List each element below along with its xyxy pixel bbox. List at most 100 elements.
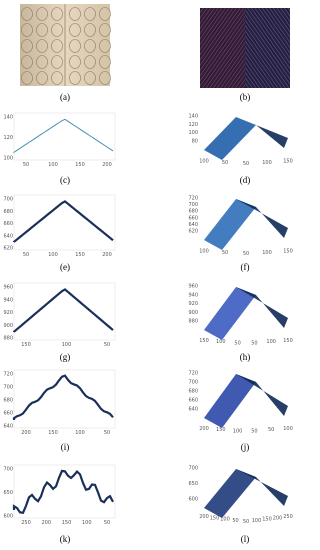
y-tick-label: 660 bbox=[3, 411, 13, 417]
circle-print bbox=[84, 39, 96, 53]
circle-print bbox=[84, 55, 96, 69]
panel-label: (a) bbox=[60, 92, 70, 102]
panel-label: (k) bbox=[60, 534, 71, 544]
x-tick-label: 100 bbox=[82, 520, 92, 526]
y-tick-label: 680 bbox=[3, 398, 13, 404]
x-tick-label: 50 bbox=[234, 340, 240, 346]
circle-print bbox=[36, 55, 48, 69]
y-tick-label: 620 bbox=[3, 246, 13, 252]
x-tick-label: 150 bbox=[75, 162, 85, 168]
x-tick-label: 100 bbox=[75, 430, 85, 436]
x-tick-label: 100 bbox=[266, 339, 276, 345]
x-tick-label: 50 bbox=[251, 340, 257, 346]
x-tick-label: 50 bbox=[243, 161, 249, 167]
circle-print bbox=[51, 7, 63, 21]
profile-curve bbox=[12, 288, 114, 333]
panel-label: (g) bbox=[60, 352, 71, 362]
x-tick-label: 100 bbox=[262, 160, 272, 166]
y-tick-label: 720 bbox=[3, 372, 13, 378]
circle-print bbox=[51, 39, 63, 53]
x-tick-label: 50 bbox=[243, 519, 249, 525]
z-tick-label: 720 bbox=[188, 196, 198, 202]
z-tick-label: 960 bbox=[188, 284, 198, 290]
z-tick-label: 900 bbox=[188, 310, 198, 316]
plot-frame bbox=[13, 194, 116, 251]
circle-print bbox=[84, 71, 96, 85]
circle-print bbox=[36, 71, 48, 85]
surface-left bbox=[204, 374, 256, 428]
y-tick-label: 920 bbox=[3, 310, 13, 316]
y-tick-label: 880 bbox=[3, 336, 13, 342]
x-tick-label: 200 bbox=[102, 162, 112, 168]
x-tick-label: 100 bbox=[252, 518, 262, 524]
z-tick-label: 120 bbox=[188, 122, 198, 128]
z-tick-label: 880 bbox=[188, 319, 198, 325]
y-tick-label: 650 bbox=[3, 490, 13, 496]
profile-curve bbox=[12, 200, 114, 243]
x-tick-label: 50 bbox=[243, 251, 249, 257]
circle-print bbox=[69, 23, 81, 37]
plot-frame bbox=[13, 464, 116, 519]
y-tick-label: 700 bbox=[3, 385, 13, 391]
profile-curve bbox=[12, 469, 114, 515]
circle-print bbox=[84, 23, 96, 37]
circle-print bbox=[69, 71, 81, 85]
z-tick-label: 680 bbox=[188, 389, 198, 395]
circle-print bbox=[99, 23, 111, 37]
x-tick-label: 200 bbox=[199, 426, 209, 432]
x-tick-label: 250 bbox=[283, 514, 293, 520]
x-tick-label: 100 bbox=[48, 252, 58, 258]
circle-print bbox=[84, 7, 96, 21]
y-tick-label: 680 bbox=[3, 209, 13, 215]
y-tick-label: 960 bbox=[3, 285, 13, 291]
circle-print bbox=[36, 39, 48, 53]
panel-label: (c) bbox=[60, 175, 70, 185]
x-tick-label: 50 bbox=[104, 430, 110, 436]
y-tick-label: 100 bbox=[3, 156, 13, 162]
circle-print bbox=[21, 55, 33, 69]
x-tick-label: 150 bbox=[283, 249, 293, 255]
x-tick-label: 50 bbox=[232, 518, 238, 524]
surface-right bbox=[236, 117, 288, 148]
profile-curve bbox=[13, 118, 114, 154]
x-tick-label: 50 bbox=[268, 427, 274, 433]
y-tick-label: 120 bbox=[3, 135, 13, 141]
circle-print bbox=[36, 7, 48, 21]
z-tick-label: 680 bbox=[188, 209, 198, 215]
panel-label: (b) bbox=[240, 92, 251, 102]
y-tick-label: 640 bbox=[3, 424, 13, 430]
z-tick-label: 140 bbox=[188, 114, 198, 120]
z-tick-label: 650 bbox=[188, 481, 198, 487]
x-tick-label: 100 bbox=[48, 162, 58, 168]
circle-print bbox=[51, 71, 63, 85]
x-tick-label: 200 bbox=[21, 430, 31, 436]
plot-frame bbox=[13, 369, 116, 429]
z-tick-label: 100 bbox=[188, 130, 198, 136]
x-tick-label: 150 bbox=[21, 342, 31, 348]
z-tick-label: 700 bbox=[188, 202, 198, 208]
z-tick-label: 80 bbox=[192, 139, 198, 145]
circle-print bbox=[99, 39, 111, 53]
x-tick-label: 150 bbox=[283, 159, 293, 165]
y-tick-label: 660 bbox=[3, 221, 13, 227]
circle-print bbox=[21, 39, 33, 53]
x-tick-label: 100 bbox=[62, 342, 72, 348]
x-tick-label: 100 bbox=[216, 339, 226, 345]
circle-print bbox=[51, 23, 63, 37]
x-tick-label: 50 bbox=[23, 162, 29, 168]
x-tick-label: 100 bbox=[233, 428, 243, 434]
y-tick-label: 640 bbox=[3, 233, 13, 239]
x-tick-label: 50 bbox=[23, 252, 29, 258]
z-tick-label: 660 bbox=[188, 215, 198, 221]
z-tick-label: 600 bbox=[188, 497, 198, 503]
x-tick-label: 200 bbox=[102, 252, 112, 258]
x-tick-label: 150 bbox=[48, 430, 58, 436]
x-tick-label: 150 bbox=[62, 520, 72, 526]
x-tick-label: 100 bbox=[199, 159, 209, 165]
y-tick-label: 700 bbox=[3, 467, 13, 473]
x-tick-label: 150 bbox=[283, 338, 293, 344]
x-tick-label: 50 bbox=[222, 160, 228, 166]
z-tick-label: 720 bbox=[188, 371, 198, 377]
panel-label: (d) bbox=[240, 175, 251, 185]
panel-label: (j) bbox=[241, 442, 250, 452]
